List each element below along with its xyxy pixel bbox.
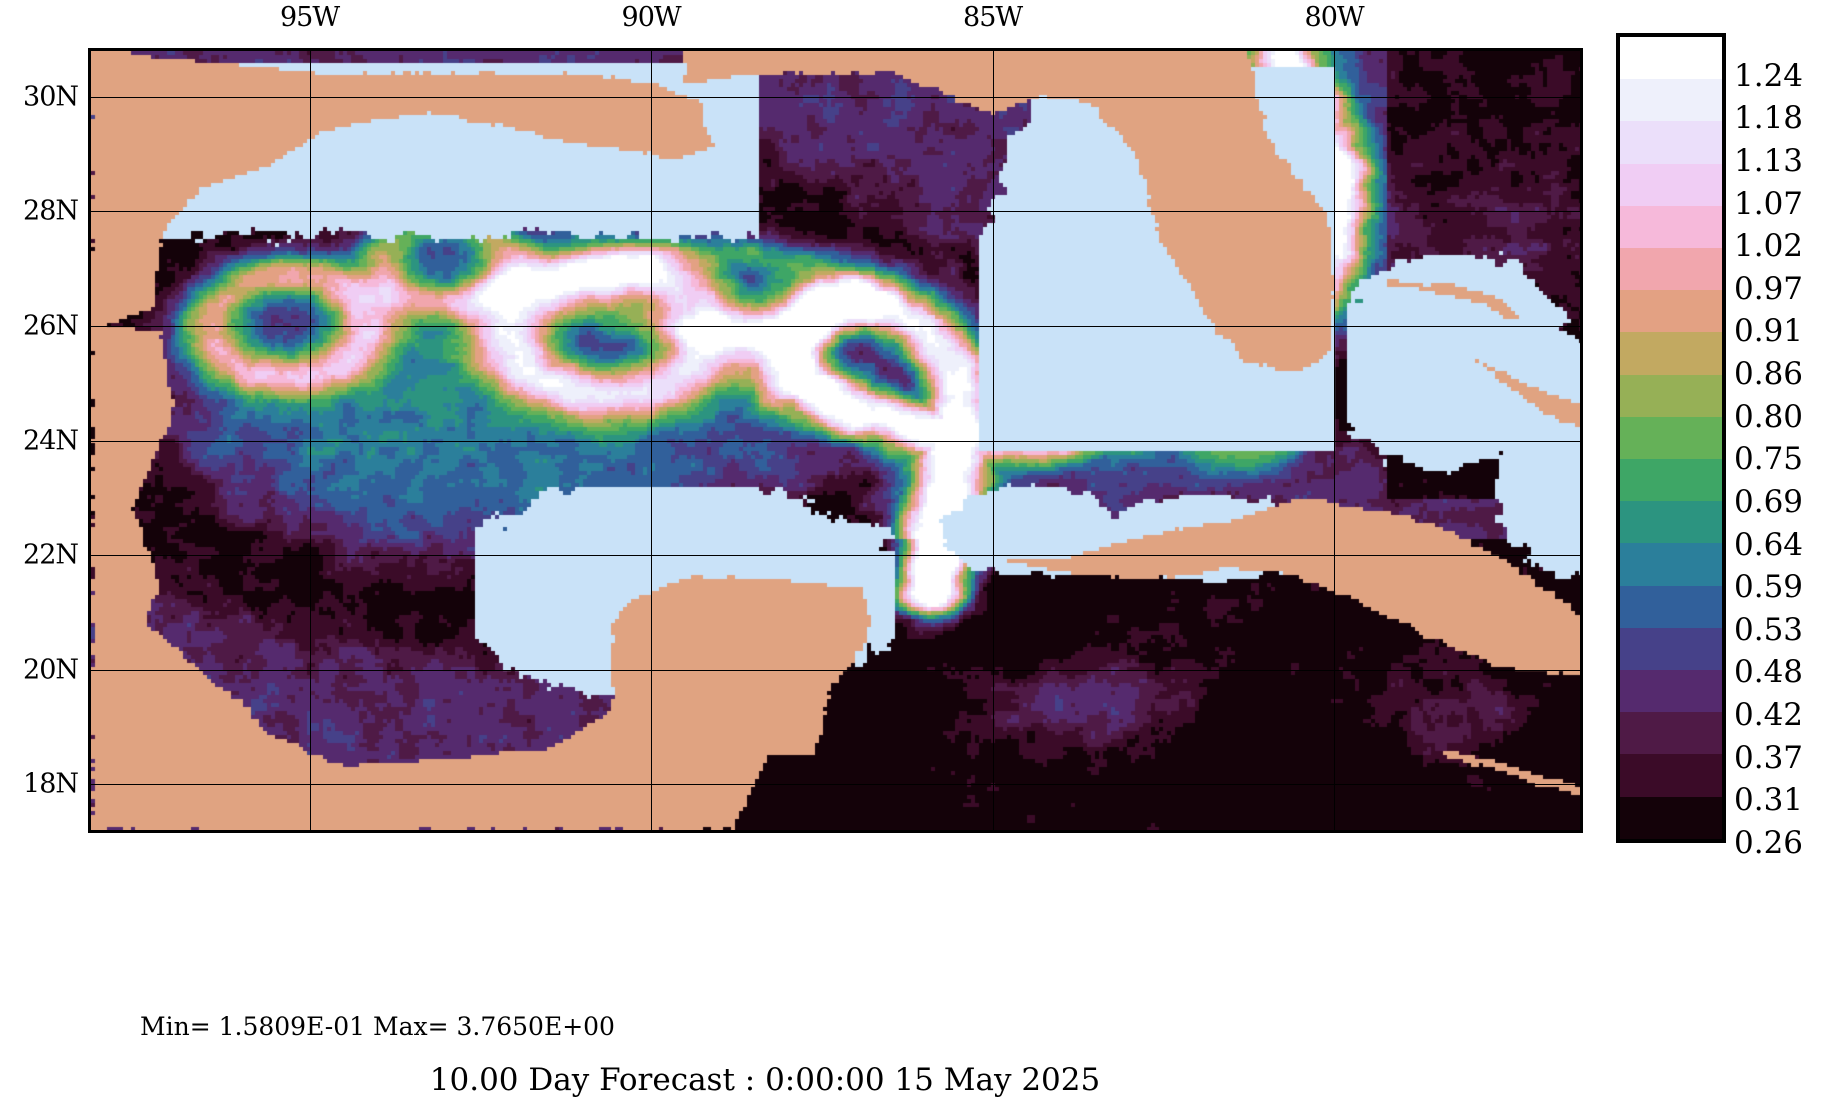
colorbar-label-18: 0.26 [1734,825,1804,861]
colorbar-label-7: 0.86 [1734,356,1804,393]
colorbar-label-16: 0.37 [1734,739,1804,776]
lat-tick-22N: 22N [23,539,79,571]
colorbar-label-11: 0.64 [1734,526,1804,563]
gridline-lat-28 [91,211,1580,212]
colorbar-band-16 [1620,712,1722,755]
lon-tick-95W: 95W [280,2,340,33]
lat-tick-18N: 18N [23,768,79,800]
colorbar-bands [1616,33,1726,843]
gridline-lat-26 [91,326,1580,327]
forecast-title: 10.00 Day Forecast : 0:00:00 15 May 2025 [429,1062,1101,1098]
colorbar-band-9 [1620,416,1722,460]
colorbar-band-18 [1620,796,1722,839]
colorbar-label-2: 1.13 [1734,142,1804,179]
lon-tick-80W: 80W [1304,2,1365,33]
colorbar-label-17: 0.31 [1734,782,1804,819]
colorbar-band-13 [1620,585,1722,628]
colorbar-label-5: 0.97 [1734,270,1804,307]
colorbar-band-17 [1620,754,1722,797]
colorbar-legend: 1.24 1.18 1.13 1.07 1.02 0.97 0.91 0.86 0.80 0.75… [1616,33,1803,861]
colorbar-label-3: 1.07 [1734,185,1804,222]
colorbar-label-6: 0.91 [1734,313,1804,350]
colorbar-band-5 [1620,248,1722,291]
colorbar-band-12 [1620,543,1722,586]
colorbar-band-6 [1620,290,1722,333]
lat-tick-26N: 26N [23,310,79,342]
colorbar-label-13: 0.53 [1734,611,1804,648]
colorbar-label-9: 0.75 [1734,441,1804,478]
colorbar-label-15: 0.42 [1734,697,1804,734]
ocean-field-raster [91,51,1580,830]
gridline-lat-24 [91,441,1580,442]
lat-tick-24N: 24N [23,425,79,456]
colorbar-label-12: 0.59 [1734,569,1804,606]
colorbar-label-14: 0.48 [1734,654,1804,691]
colorbar-tick-labels: 1.24 1.18 1.13 1.07 1.02 0.97 0.91 0.86 0.80 0.75… [1734,33,1844,861]
colorbar-band-2 [1620,121,1722,164]
gridline-lat-18 [91,784,1580,785]
colorbar-band-3 [1620,163,1722,206]
colorbar-band-14 [1620,627,1722,671]
lat-tick-28N: 28N [23,195,79,227]
map-plot-frame [88,48,1583,833]
lat-tick-20N: 20N [23,654,79,686]
colorbar-band-8 [1620,374,1722,417]
gridline-lon--80 [1334,51,1335,830]
colorbar-band-10 [1620,459,1722,502]
colorbar-label-10: 0.69 [1734,483,1804,520]
gridline-lat-20 [91,670,1580,671]
gridline-lat-22 [91,555,1580,556]
colorbar-label-8: 0.80 [1734,398,1804,435]
colorbar-label-0: 1.24 [1734,57,1804,94]
colorbar-label-1: 1.18 [1734,100,1804,137]
gridline-lat-30 [91,97,1580,98]
colorbar-band-15 [1620,670,1722,713]
colorbar-band-7 [1620,332,1722,375]
lat-tick-30N: 30N [23,81,79,113]
colorbar-band-0 [1620,37,1722,80]
min-max-annotation: Min= 1.5809E-01 Max= 3.7650E+00 [140,1012,615,1041]
colorbar-band-4 [1620,205,1722,249]
colorbar-band-11 [1620,501,1722,544]
gridline-lon--90 [651,51,652,830]
colorbar-label-4: 1.02 [1734,228,1804,265]
lon-tick-85W: 85W [963,2,1023,33]
gridline-lon--95 [310,51,311,830]
gridline-lon--85 [993,51,994,830]
colorbar-band-1 [1620,79,1722,122]
lon-tick-90W: 90W [621,2,682,33]
